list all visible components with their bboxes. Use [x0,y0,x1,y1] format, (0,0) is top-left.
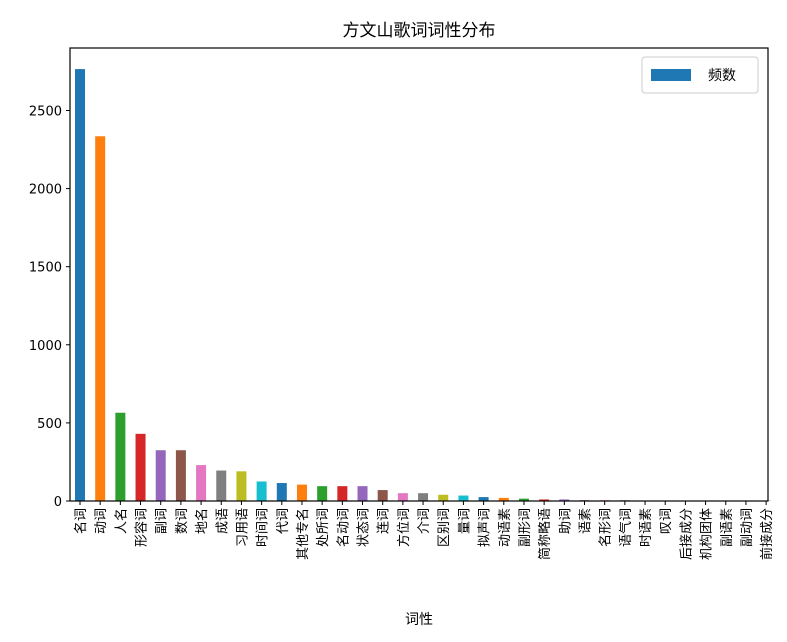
x-tick-label: 机构团体 [700,508,715,560]
x-tick-label: 简称略语 [537,508,553,560]
bar-3 [115,412,126,501]
x-tick-label: 语气词 [618,508,634,547]
bars-layer [75,69,772,501]
bar-2 [95,136,106,501]
bar-24 [539,499,550,501]
x-tick-label: 处所词 [316,508,331,547]
bar-5 [155,450,166,501]
bar-16 [377,490,388,501]
x-tick-label: 时间词 [256,508,271,547]
x-tick-label: 语素 [579,508,594,534]
x-tick-label: 副形词 [518,508,533,547]
bar-13 [317,486,328,501]
x-tick-label: 副词 [155,508,170,534]
x-tick-label: 副动词 [740,508,755,547]
x-axis-label: 词性 [405,612,433,628]
plot-frame [69,47,769,502]
bar-19 [438,494,449,501]
x-tick-label: 区别词 [437,508,452,547]
y-tick-label: 1000 [29,339,62,354]
bar-12 [296,484,307,501]
bar-20 [458,495,469,501]
x-tick-label: 前接成分 [759,508,775,560]
x-tick-label: 助词 [558,508,573,534]
y-tick-label: 2500 [29,104,62,119]
x-tick-label: 量词 [457,508,472,534]
x-tick-label: 连词 [376,508,392,534]
x-tick-label: 方位词 [396,508,412,547]
x-tick-label: 动词 [94,508,109,534]
bar-17 [397,493,408,501]
x-axis: 名词 动词 人名 形容词 副词 数词 地名 成语 习用语 时间词 代词 其他专名 处所词 名动词 状态词 连词… [73,501,775,560]
x-tick-label: 介词 [417,508,432,534]
x-tick-label: 人名 [113,508,129,534]
x-tick-label: 地名 [194,508,210,534]
bar-1 [75,69,85,501]
legend-swatch [651,69,691,81]
x-tick-label: 名词 [73,508,89,534]
bar-4 [135,433,146,501]
x-tick-label: 数词 [175,508,190,534]
bar-7 [196,465,207,501]
legend-box [641,56,759,94]
x-tick-label: 形容词 [134,508,150,547]
x-tick-label: 状态词 [357,508,372,547]
bar-22 [498,497,509,501]
x-tick-label: 名形词 [598,508,614,547]
legend-label: 频数 [708,68,736,84]
x-tick-label: 名动词 [335,508,351,547]
bar-25 [559,499,570,501]
y-axis: 0 500 1000 1500 2000 2500 [29,104,70,510]
bar-14 [337,486,348,501]
y-tick-label: 1500 [29,261,62,276]
bar-21 [478,497,489,501]
x-tick-label: 动语素 [498,508,513,547]
y-tick-label: 500 [37,417,62,432]
bar-10 [256,481,267,501]
bar-8 [216,470,227,501]
x-tick-label: 习用语 [235,508,250,547]
bar-23 [518,498,529,501]
y-tick-label: 2000 [29,183,62,198]
x-tick-label: 后接成分 [678,508,694,560]
x-tick-label: 代词 [276,508,291,534]
legend: 频数 [641,56,759,94]
x-tick-label: 其他专名 [295,508,311,560]
chart-title: 方文山歌词词性分布 [343,21,496,41]
x-tick-label: 副语素 [720,508,735,547]
x-tick-label: 成语 [215,508,230,534]
bar-15 [357,486,368,501]
x-tick-label: 叹词 [659,508,674,534]
bar-11 [276,483,287,501]
bar-18 [418,493,429,501]
y-tick-label: 0 [54,495,62,510]
bar-6 [175,450,186,501]
x-tick-label: 时语素 [639,508,654,547]
x-tick-label: 拟声词 [478,508,493,547]
bar-9 [236,471,247,501]
